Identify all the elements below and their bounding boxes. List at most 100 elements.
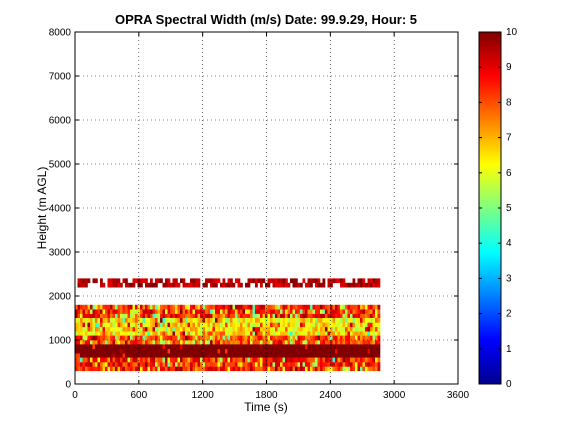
heatmap-cell <box>100 331 103 336</box>
heatmap-cell <box>300 282 303 288</box>
heatmap-cell <box>97 357 101 363</box>
heatmap-cell <box>237 357 241 363</box>
heatmap-cell <box>140 326 143 332</box>
heatmap-cell <box>165 344 168 350</box>
heatmap-cell <box>110 309 113 314</box>
heatmap-cell <box>230 304 233 310</box>
heatmap-cell <box>112 313 116 319</box>
heatmap-cell <box>295 278 298 284</box>
heatmap-cell <box>122 304 126 310</box>
heatmap-cell <box>212 326 216 332</box>
heatmap-cell <box>222 326 226 332</box>
heatmap-cell <box>150 335 153 341</box>
heatmap-cell <box>377 344 381 350</box>
heatmap-cell <box>375 344 378 350</box>
heatmap-cell <box>257 313 261 319</box>
heatmap-cell <box>300 340 303 345</box>
heatmap-cell <box>265 331 268 336</box>
heatmap-cell <box>370 340 373 345</box>
heatmap-cell <box>217 326 221 332</box>
heatmap-cell <box>137 348 141 354</box>
heatmap-cell <box>225 362 228 367</box>
heatmap-cell <box>135 362 138 367</box>
heatmap-cell <box>142 326 146 332</box>
heatmap-cell <box>335 340 338 345</box>
heatmap-cell <box>300 326 303 332</box>
heatmap-cell <box>92 318 96 323</box>
heatmap-cell <box>105 340 108 345</box>
heatmap-cell <box>272 357 276 363</box>
heatmap-cell <box>310 353 313 358</box>
heatmap-cell <box>302 344 306 350</box>
heatmap-cell <box>292 318 296 323</box>
heatmap-cell <box>370 309 373 314</box>
heatmap-cell <box>97 362 101 367</box>
heatmap-cell <box>320 326 323 332</box>
heatmap-cell <box>112 357 116 363</box>
heatmap-cell <box>100 335 103 341</box>
heatmap-cell <box>287 335 291 341</box>
heatmap-cell <box>285 278 288 284</box>
heatmap-cell <box>100 344 103 350</box>
heatmap-cell <box>252 331 256 336</box>
heatmap-cell <box>105 313 108 319</box>
heatmap-cell <box>320 348 323 354</box>
heatmap-cell <box>347 366 351 372</box>
heatmap-cell <box>342 344 346 350</box>
heatmap-cell <box>367 335 371 341</box>
heatmap-cell <box>225 322 228 328</box>
heatmap-cell <box>257 335 261 341</box>
heatmap-cell <box>167 366 171 372</box>
heatmap-cell <box>360 344 363 350</box>
heatmap-cell <box>325 322 328 328</box>
heatmap-cell <box>322 348 326 354</box>
heatmap-cell <box>272 348 276 354</box>
heatmap-cell <box>157 340 161 345</box>
heatmap-cell <box>157 362 161 367</box>
heatmap-cell <box>252 278 256 284</box>
heatmap-cell <box>267 318 271 323</box>
heatmap-cell <box>110 357 113 363</box>
heatmap-cell <box>355 335 358 341</box>
heatmap-cell <box>150 340 153 345</box>
heatmap-cell <box>230 282 233 288</box>
heatmap-cell <box>345 353 348 358</box>
heatmap-cell <box>220 357 223 363</box>
heatmap-cell <box>170 322 173 328</box>
heatmap-cell <box>250 340 253 345</box>
heatmap-cell <box>335 322 338 328</box>
heatmap-cell <box>190 362 193 367</box>
heatmap-cell <box>75 348 78 354</box>
heatmap-cell <box>365 282 368 288</box>
heatmap-cell <box>77 304 81 310</box>
heatmap-cell <box>275 362 278 367</box>
heatmap-cell <box>217 331 221 336</box>
heatmap-cell <box>110 353 113 358</box>
heatmap-cell <box>252 362 256 367</box>
heatmap-cell <box>267 340 271 345</box>
heatmap-cell <box>205 304 208 310</box>
heatmap-cell <box>342 366 346 372</box>
heatmap-cell <box>147 340 151 345</box>
heatmap-cell <box>242 353 246 358</box>
heatmap-cell <box>367 344 371 350</box>
heatmap-cell <box>220 282 223 288</box>
heatmap-cell <box>310 331 313 336</box>
heatmap-cell <box>257 304 261 310</box>
heatmap-cell <box>170 331 173 336</box>
heatmap-cell <box>345 357 348 363</box>
heatmap-cell <box>107 353 111 358</box>
heatmap-cell <box>305 309 308 314</box>
heatmap-cell <box>275 313 278 319</box>
heatmap-cell <box>200 362 203 367</box>
heatmap-cell <box>232 357 236 363</box>
heatmap-cell <box>107 318 111 323</box>
heatmap-cell <box>180 362 183 367</box>
heatmap-cell <box>337 353 341 358</box>
heatmap-cell <box>272 326 276 332</box>
heatmap-cell <box>245 326 248 332</box>
heatmap-cell <box>327 357 331 363</box>
heatmap-cell <box>347 331 351 336</box>
heatmap-cell <box>157 353 161 358</box>
heatmap-cell <box>227 309 231 314</box>
